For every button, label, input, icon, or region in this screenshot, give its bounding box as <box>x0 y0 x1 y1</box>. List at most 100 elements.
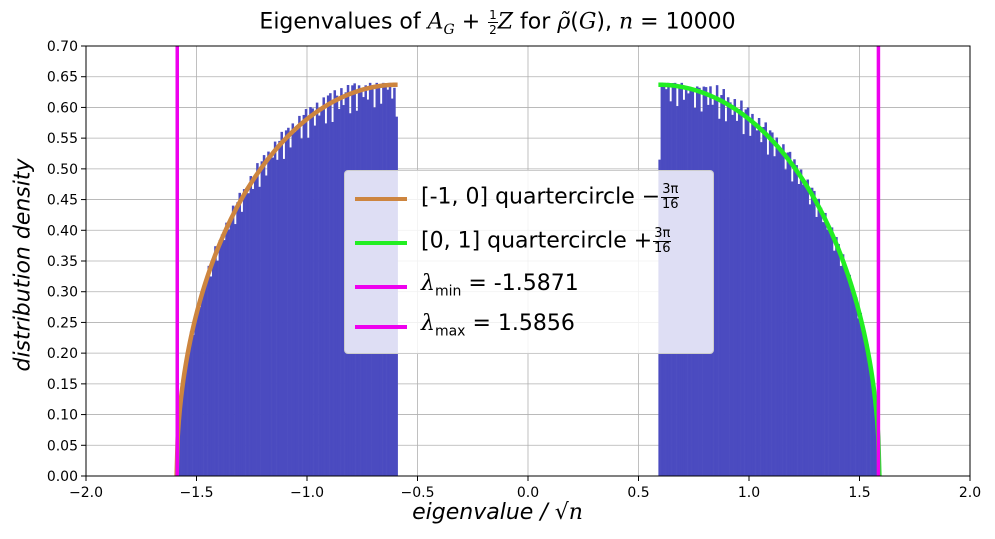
histogram-bar <box>185 364 188 476</box>
histogram-bar <box>817 198 821 476</box>
y-tick-label: 0.40 <box>47 223 78 239</box>
histogram-bar <box>282 158 286 476</box>
histogram-bar <box>839 265 843 476</box>
legend-item-lambda-min: λmin = -1.5871 <box>345 267 713 307</box>
legend-swatch <box>355 241 407 245</box>
histogram-bar <box>852 290 856 476</box>
histogram-bar <box>751 113 754 476</box>
legend-frac-den: 16 <box>654 241 671 256</box>
histogram-bar <box>764 122 767 477</box>
histogram-bar <box>205 280 208 476</box>
histogram-bar <box>300 138 303 476</box>
histogram-bar <box>265 175 268 476</box>
histogram-bar <box>203 289 206 476</box>
legend-label: [0, 1] quartercircle + <box>421 228 653 254</box>
histogram-bar <box>229 219 233 477</box>
histogram-bar <box>198 307 202 476</box>
histogram-bar <box>742 134 745 476</box>
right-quartercircle-line <box>658 82 882 477</box>
histogram-bar <box>289 147 292 476</box>
histogram-bar <box>187 347 191 476</box>
legend-subscript: max <box>434 323 466 340</box>
y-tick-label: 0.50 <box>47 162 78 178</box>
legend-frac-num: 3π <box>653 226 672 242</box>
y-tick-label: 0.25 <box>47 315 78 331</box>
histogram-bar <box>258 186 261 477</box>
histogram-bar <box>771 132 774 476</box>
histogram-bar <box>773 156 776 476</box>
histogram-bar <box>249 176 253 477</box>
histogram-bar <box>320 108 323 476</box>
histogram-bar <box>797 183 801 476</box>
histogram-bar <box>218 239 222 476</box>
histogram-bar <box>830 227 834 476</box>
y-tick-label: 0.15 <box>47 377 78 393</box>
histogram-bar <box>225 222 228 476</box>
y-tick-label: 0.20 <box>47 346 78 362</box>
histogram-bar <box>768 130 772 476</box>
histogram-bar <box>324 123 328 477</box>
histogram-bar <box>326 95 330 476</box>
histogram-bar <box>262 155 266 477</box>
x-tick-label: 0.0 <box>517 485 539 501</box>
histogram-bar <box>311 108 314 476</box>
histogram-bar <box>181 389 184 476</box>
histogram-bar <box>828 226 832 476</box>
histogram-bar <box>227 229 230 476</box>
legend-symbol: λ <box>421 271 435 296</box>
histogram-bar <box>718 118 721 476</box>
histogram-bar <box>340 88 343 476</box>
histogram-bar <box>804 183 807 476</box>
histogram-bar <box>207 265 211 476</box>
histogram-bar <box>724 121 728 476</box>
x-tick-label: −1.0 <box>290 485 324 501</box>
histogram-bar <box>276 159 279 476</box>
histogram-bar <box>200 289 204 476</box>
histogram-bar <box>746 107 750 476</box>
histogram-bar <box>333 90 337 476</box>
y-tick-label: 0.10 <box>47 408 78 424</box>
histogram-bar <box>295 129 299 476</box>
histogram-bar <box>238 192 241 476</box>
histogram-bar <box>247 193 250 477</box>
histogram-bar <box>813 190 816 476</box>
histogram-bar <box>216 260 219 476</box>
legend-swatch <box>355 285 407 289</box>
histogram-bar <box>729 102 732 476</box>
histogram-bar <box>335 95 339 477</box>
legend-label: = 1.5856 <box>465 311 575 336</box>
histogram-bar <box>251 188 255 476</box>
y-tick-label: 0.70 <box>47 39 78 55</box>
y-tick-label: 0.45 <box>47 193 78 209</box>
histogram-bar <box>253 174 257 476</box>
y-tick-label: 0.65 <box>47 70 78 86</box>
legend: [-1, 0] quartercircle −3π 16 [0, 1] quart… <box>344 170 714 354</box>
histogram-bar <box>844 265 847 476</box>
y-tick-label: 0.35 <box>47 254 78 270</box>
histogram-bar <box>859 312 863 476</box>
legend-item-lambda-max: λmax = 1.5856 <box>345 307 713 347</box>
legend-subscript: min <box>434 283 462 300</box>
histogram-bar <box>766 154 770 477</box>
histogram-bar <box>715 85 719 476</box>
histogram-bar <box>740 100 743 476</box>
histogram-bar <box>342 105 345 476</box>
histogram-bar <box>790 181 794 476</box>
histogram-bar <box>749 135 752 476</box>
histogram-bar <box>189 331 193 476</box>
histogram-bar <box>231 205 235 477</box>
histogram-bar <box>793 159 796 476</box>
histogram-bar <box>269 155 272 477</box>
histogram-bar <box>779 152 783 476</box>
histogram-bar <box>337 108 341 476</box>
histogram-bar <box>192 334 195 476</box>
histogram-bar <box>868 360 871 476</box>
histogram-bar <box>850 292 854 476</box>
legend-swatch <box>355 325 407 329</box>
histogram-bar <box>287 127 290 477</box>
histogram-bar <box>753 123 756 477</box>
histogram-bar <box>837 244 840 476</box>
histogram-bar <box>315 102 319 476</box>
histogram-bar <box>322 97 325 477</box>
y-tick-label: 0.00 <box>47 469 78 485</box>
